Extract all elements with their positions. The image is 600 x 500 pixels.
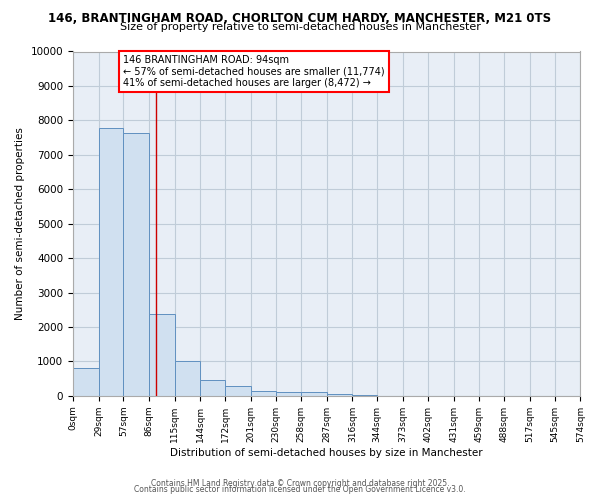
- Bar: [352, 395, 377, 396]
- Text: Contains HM Land Registry data © Crown copyright and database right 2025.: Contains HM Land Registry data © Crown c…: [151, 478, 449, 488]
- Text: Size of property relative to semi-detached houses in Manchester: Size of property relative to semi-detach…: [119, 22, 481, 32]
- Bar: [225, 386, 251, 396]
- Bar: [98, 128, 124, 396]
- Bar: [124, 134, 149, 396]
- Bar: [301, 392, 327, 396]
- Text: 146, BRANTINGHAM ROAD, CHORLTON CUM HARDY, MANCHESTER, M21 0TS: 146, BRANTINGHAM ROAD, CHORLTON CUM HARD…: [49, 12, 551, 26]
- Bar: [149, 314, 175, 396]
- Bar: [73, 368, 98, 396]
- X-axis label: Distribution of semi-detached houses by size in Manchester: Distribution of semi-detached houses by …: [170, 448, 483, 458]
- Bar: [276, 392, 301, 396]
- Bar: [327, 394, 352, 396]
- Bar: [251, 390, 276, 396]
- Y-axis label: Number of semi-detached properties: Number of semi-detached properties: [15, 127, 25, 320]
- Bar: [175, 360, 200, 396]
- Text: 146 BRANTINGHAM ROAD: 94sqm
← 57% of semi-detached houses are smaller (11,774)
4: 146 BRANTINGHAM ROAD: 94sqm ← 57% of sem…: [124, 55, 385, 88]
- Text: Contains public sector information licensed under the Open Government Licence v3: Contains public sector information licen…: [134, 485, 466, 494]
- Bar: [200, 380, 225, 396]
